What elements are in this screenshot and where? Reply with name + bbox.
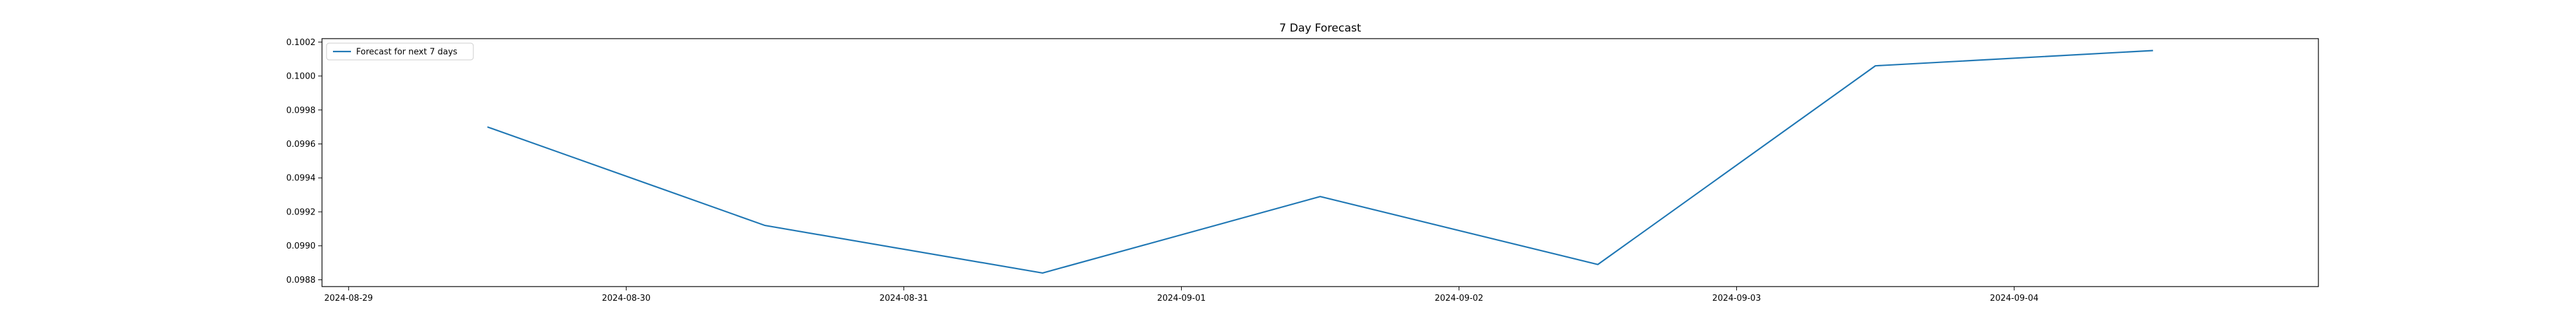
chart-title: 7 Day Forecast (1279, 22, 1361, 35)
y-axis: 0.0988 0.0990 0.0992 0.0994 0.0996 0.0998 0.10… (287, 38, 322, 285)
series-line-forecast (487, 50, 2154, 274)
x-tick-label: 2024-09-02 (1435, 294, 1484, 303)
y-tick-label: 0.0990 (287, 242, 316, 251)
legend-label: Forecast for next 7 days (356, 48, 457, 57)
x-tick-label: 2024-08-31 (880, 294, 929, 303)
legend: Forecast for next 7 days (326, 43, 474, 61)
y-tick-label: 0.0998 (287, 106, 316, 115)
y-tick-label: 0.1000 (287, 72, 316, 82)
x-tick-label: 2024-09-03 (1712, 294, 1761, 303)
y-tick-label: 0.0992 (287, 207, 316, 217)
y-tick-label: 0.0996 (287, 140, 316, 149)
plot-frame (321, 38, 2319, 287)
y-tick-label: 0.0994 (287, 174, 316, 184)
y-tick-label: 0.1002 (287, 38, 316, 48)
x-tick-label: 2024-09-04 (1990, 294, 2039, 303)
x-axis: 2024-08-29 2024-08-30 2024-08-31 2024-09-01… (325, 287, 2039, 303)
x-tick-label: 2024-08-29 (325, 294, 374, 303)
x-tick-label: 2024-08-30 (602, 294, 651, 303)
x-tick-label: 2024-09-01 (1157, 294, 1206, 303)
plot-lines (487, 50, 2154, 274)
y-tick-label: 0.0988 (287, 276, 316, 285)
legend-box (326, 43, 474, 61)
